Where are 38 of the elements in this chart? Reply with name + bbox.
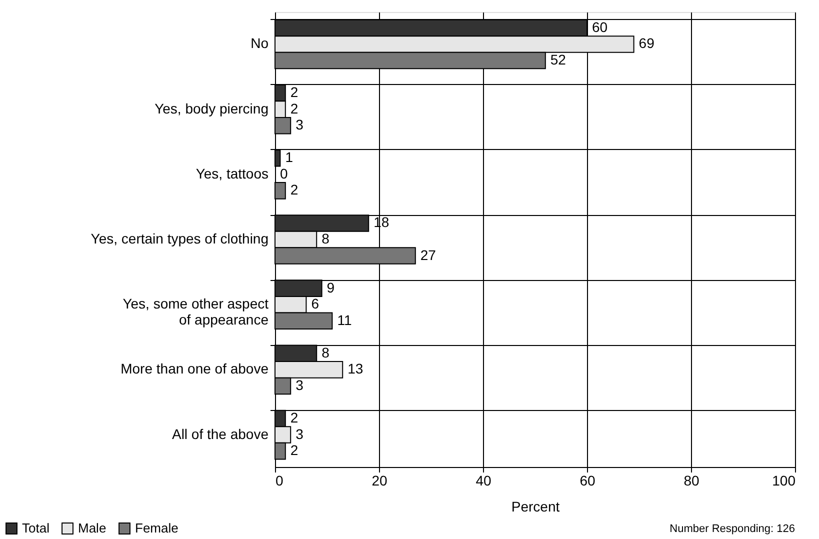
x-tick-label: 80 <box>684 472 700 488</box>
data-label: 8 <box>322 230 330 246</box>
data-label: 8 <box>322 344 330 360</box>
x-axis-title: Percent <box>511 498 560 514</box>
data-label: 52 <box>550 51 566 68</box>
data-label: 2 <box>290 182 298 198</box>
y-tick-label: Yes, body piercing <box>154 100 268 116</box>
data-label: 0 <box>280 165 288 182</box>
data-label: 2 <box>290 442 298 458</box>
data-label: 1 <box>285 149 294 166</box>
legend-label: Total <box>22 520 50 536</box>
y-tick-label: More than one of above <box>120 360 269 377</box>
text: Number Responding: 126 <box>670 523 795 535</box>
data-label: 3 <box>296 376 304 393</box>
data-label: 2 <box>290 100 298 116</box>
data-label: 69 <box>638 35 655 52</box>
data-label: 9 <box>326 279 335 296</box>
y-tick-label: All of the above <box>172 426 269 442</box>
y-tick-label: Yes, certain types of clothing <box>90 230 268 246</box>
data-label: 11 <box>337 312 352 328</box>
data-label: 2 <box>290 410 298 426</box>
data-label: 60 <box>592 18 608 35</box>
data-label: 2 <box>290 84 298 100</box>
y-tick-label: No <box>250 35 269 52</box>
legend-label: Male <box>78 520 106 536</box>
x-tick-label: 0 <box>276 472 284 488</box>
data-label: 3 <box>296 116 304 133</box>
y-tick-label: Yes, tattoos <box>196 165 268 182</box>
x-tick-label: 20 <box>372 472 388 488</box>
data-label: 27 <box>420 246 436 263</box>
data-label: 3 <box>296 426 304 442</box>
legend-label: Female <box>135 520 178 536</box>
data-label: 13 <box>348 360 364 377</box>
x-tick-label: 100 <box>772 472 796 488</box>
x-tick-label: 40 <box>476 472 492 488</box>
y-tick-label: Yes, some other aspect of appearance <box>122 296 269 328</box>
data-label: 6 <box>311 296 320 312</box>
x-tick-label: 60 <box>580 472 596 488</box>
